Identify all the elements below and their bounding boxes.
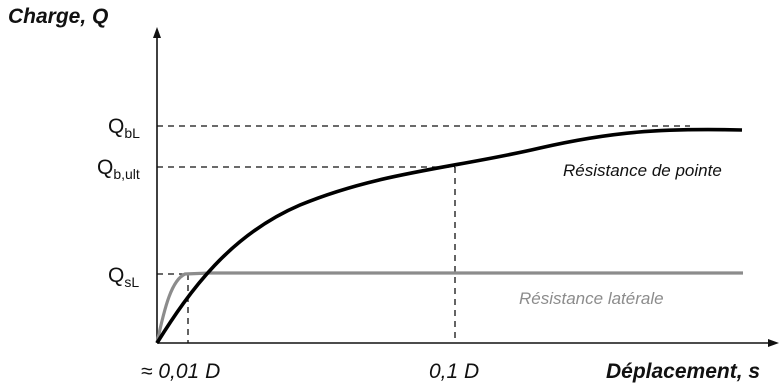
y-axis-title: Charge, Q <box>8 5 108 28</box>
x-tick-001d: ≈ 0,01 D <box>141 360 220 383</box>
y-tick-qbult-sub: b,ult <box>113 166 140 182</box>
y-tick-qsl-sub: sL <box>124 274 139 290</box>
y-tick-qbult: Qb,ult <box>97 156 140 182</box>
y-tick-qbult-main: Q <box>97 156 113 179</box>
curve-resistance-pointe <box>155 127 743 344</box>
label-resistance-laterale: Résistance latérale <box>519 289 664 308</box>
y-tick-qsl-main: Q <box>108 264 124 287</box>
label-resistance-pointe: Résistance de pointe <box>563 161 722 180</box>
x-axis-title: Déplacement, s <box>606 360 760 383</box>
x-tick-01d: 0,1 D <box>429 360 479 383</box>
curve-resistance-laterale <box>155 271 743 344</box>
y-tick-qsl: QsL <box>108 264 139 290</box>
y-axis-arrow-icon <box>153 27 161 38</box>
y-tick-qbl-sub: bL <box>124 125 140 141</box>
y-tick-qbl-main: Q <box>108 115 124 138</box>
y-tick-qbl: QbL <box>108 115 140 141</box>
x-axis-arrow-icon <box>768 339 779 347</box>
